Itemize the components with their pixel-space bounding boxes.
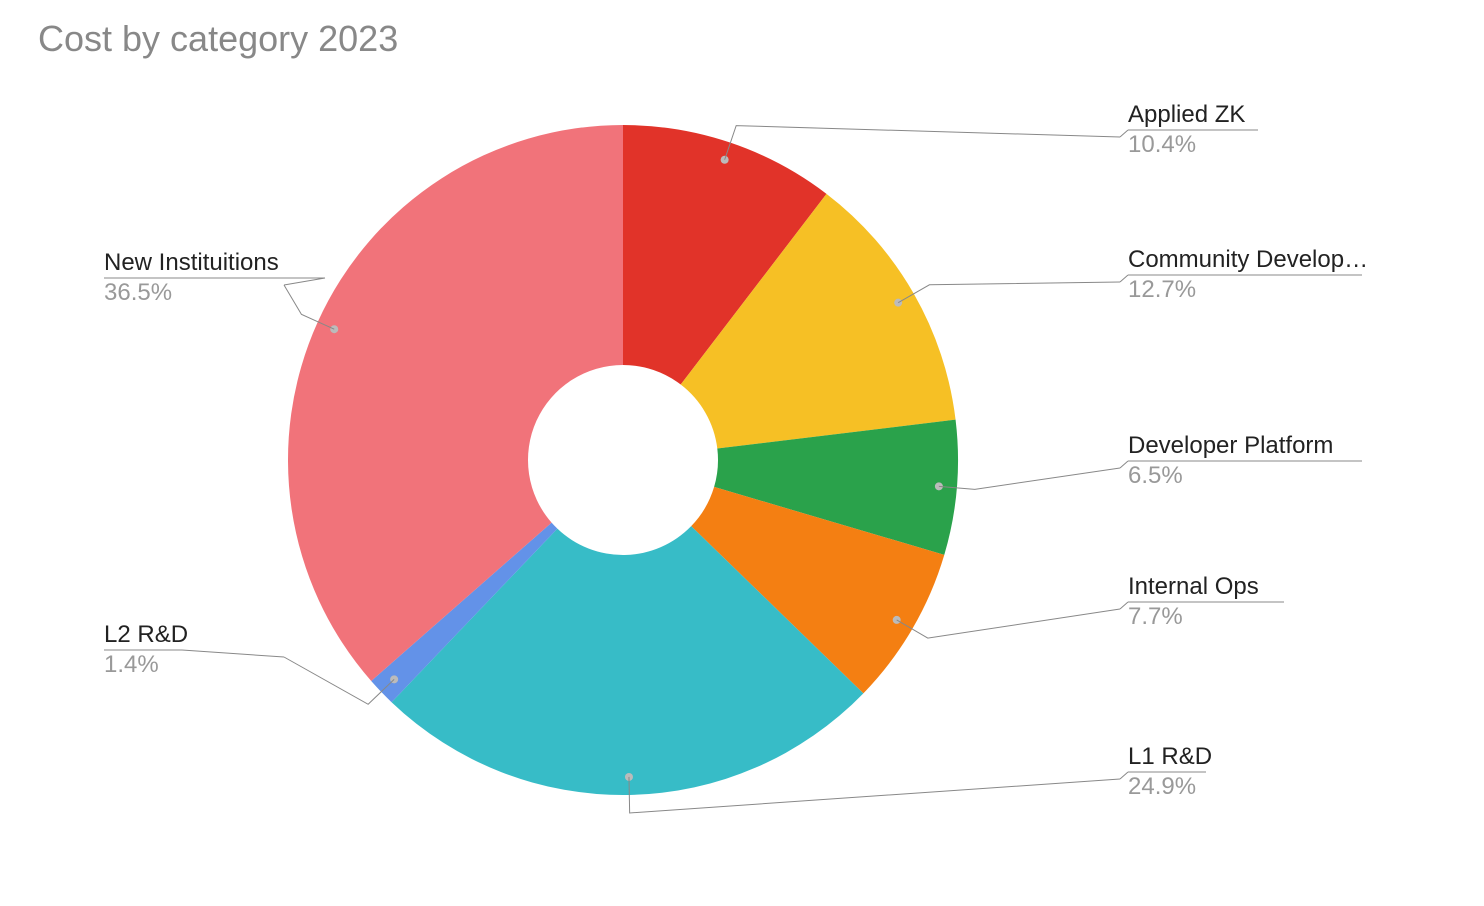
leader-connector (1120, 275, 1128, 282)
leader-connector (1120, 461, 1128, 468)
leader-connector (1120, 130, 1128, 137)
slice-label-percent: 7.7% (1128, 603, 1183, 630)
leader-line (725, 126, 1120, 160)
slice-label-percent: 10.4% (1128, 131, 1196, 158)
slice-label-name: L2 R&D (104, 621, 188, 648)
donut-chart: Cost by category 2023 Applied ZK10.4%Com… (0, 0, 1484, 906)
slice-label-name: Applied ZK (1128, 101, 1245, 128)
slice-label-name: New Instituitions (104, 249, 279, 276)
slice-label-name: Internal Ops (1128, 573, 1259, 600)
donut-svg: Applied ZK 10.4% Community Develop… 12.7% De… (0, 0, 1484, 906)
slice-label-name: L1 R&D (1128, 743, 1212, 770)
slice-label-name: Community Develop… (1128, 246, 1368, 273)
leader-line (897, 609, 1120, 638)
slice-label-percent: 1.4% (104, 651, 159, 678)
slice-label-percent: 36.5% (104, 279, 172, 306)
leader-connector (1120, 772, 1128, 779)
slice-label-name: Developer Platform (1128, 432, 1333, 459)
leader-line (898, 282, 1120, 303)
leader-connector (284, 278, 325, 285)
leader-line (939, 468, 1120, 489)
leader-connector (1120, 602, 1128, 609)
leader-connector (182, 650, 284, 657)
slice-label-percent: 6.5% (1128, 462, 1183, 489)
slice-label-percent: 12.7% (1128, 276, 1196, 303)
slice-label-percent: 24.9% (1128, 773, 1196, 800)
